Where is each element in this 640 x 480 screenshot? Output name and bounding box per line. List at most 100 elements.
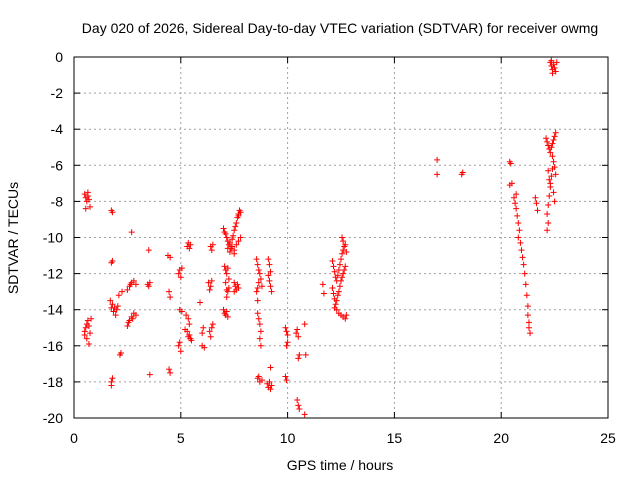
data-point xyxy=(513,191,520,198)
data-point xyxy=(230,232,237,239)
data-point xyxy=(207,333,214,340)
data-point xyxy=(546,192,553,199)
data-point xyxy=(256,335,263,342)
data-point xyxy=(549,165,556,172)
data-point xyxy=(258,377,265,384)
data-point xyxy=(109,209,116,216)
data-point xyxy=(266,378,273,385)
data-point xyxy=(547,180,554,187)
x-tick-label: 10 xyxy=(280,430,296,446)
data-point xyxy=(208,277,215,284)
data-point xyxy=(534,207,541,214)
data-point xyxy=(226,239,233,246)
data-point xyxy=(84,317,91,324)
data-point xyxy=(197,299,204,306)
data-point xyxy=(333,297,340,304)
data-point xyxy=(550,137,557,144)
data-point xyxy=(521,270,528,277)
data-point xyxy=(110,308,117,315)
data-point xyxy=(296,405,303,412)
data-point xyxy=(294,396,301,403)
x-tick-label: 0 xyxy=(70,430,78,446)
data-point xyxy=(83,335,90,342)
data-point xyxy=(234,281,241,288)
data-point xyxy=(183,312,190,319)
data-point xyxy=(124,286,131,293)
data-point xyxy=(167,254,174,261)
data-point xyxy=(342,263,349,270)
data-point xyxy=(295,355,302,362)
data-point xyxy=(175,342,182,349)
data-point xyxy=(233,241,240,248)
data-points xyxy=(81,57,560,418)
data-point xyxy=(520,261,527,268)
data-point xyxy=(545,167,552,174)
data-point xyxy=(524,303,531,310)
data-point xyxy=(295,333,302,340)
data-point xyxy=(553,59,560,66)
data-point xyxy=(146,279,153,286)
y-tick-label: -16 xyxy=(43,338,63,354)
axis-ticks xyxy=(73,56,609,419)
data-point xyxy=(459,169,466,176)
data-point xyxy=(338,256,344,263)
data-point xyxy=(550,158,557,165)
chart-title: Day 020 of 2026, Sidereal Day-to-day VTE… xyxy=(82,20,598,36)
data-point xyxy=(525,319,532,326)
data-point xyxy=(336,283,343,290)
data-point xyxy=(254,310,261,317)
data-point xyxy=(223,234,230,241)
data-point xyxy=(145,247,152,254)
data-point xyxy=(231,227,238,234)
data-point xyxy=(514,212,521,219)
data-point xyxy=(549,140,556,147)
data-point xyxy=(117,350,124,357)
data-point xyxy=(282,324,289,331)
data-point xyxy=(232,223,239,230)
data-point xyxy=(547,149,554,156)
data-point xyxy=(301,411,308,418)
data-point xyxy=(225,285,232,292)
data-point xyxy=(267,268,274,275)
data-point xyxy=(343,248,350,255)
data-point xyxy=(283,328,290,335)
data-point xyxy=(320,290,327,297)
data-point xyxy=(88,315,95,322)
y-tick-label: -6 xyxy=(51,157,64,173)
y-tick-label: -20 xyxy=(43,410,63,426)
y-tick-label: -2 xyxy=(51,85,64,101)
data-point xyxy=(125,319,132,326)
data-point xyxy=(254,285,261,292)
data-point xyxy=(548,57,555,64)
data-point xyxy=(517,239,524,246)
data-point xyxy=(329,257,336,264)
data-point xyxy=(108,304,115,311)
data-point xyxy=(331,268,338,275)
data-point xyxy=(335,266,342,273)
data-point xyxy=(223,270,230,277)
data-point xyxy=(229,243,236,250)
data-point xyxy=(224,288,231,295)
data-point xyxy=(256,270,263,277)
data-point xyxy=(209,321,216,328)
data-point xyxy=(516,227,523,234)
data-point xyxy=(119,288,126,295)
data-point xyxy=(268,382,275,389)
data-point xyxy=(84,189,91,196)
data-point xyxy=(231,288,238,295)
data-point xyxy=(229,236,236,243)
data-point xyxy=(206,286,213,293)
data-point xyxy=(552,68,559,75)
data-point xyxy=(548,173,555,180)
data-point xyxy=(108,382,115,389)
data-point xyxy=(82,205,89,212)
data-point xyxy=(342,315,349,322)
data-point xyxy=(254,261,261,268)
data-point xyxy=(518,247,525,254)
data-point xyxy=(549,153,556,160)
data-point xyxy=(341,266,348,273)
data-point xyxy=(301,321,308,328)
data-point xyxy=(267,364,274,371)
data-point xyxy=(81,191,88,198)
data-point xyxy=(224,265,231,272)
